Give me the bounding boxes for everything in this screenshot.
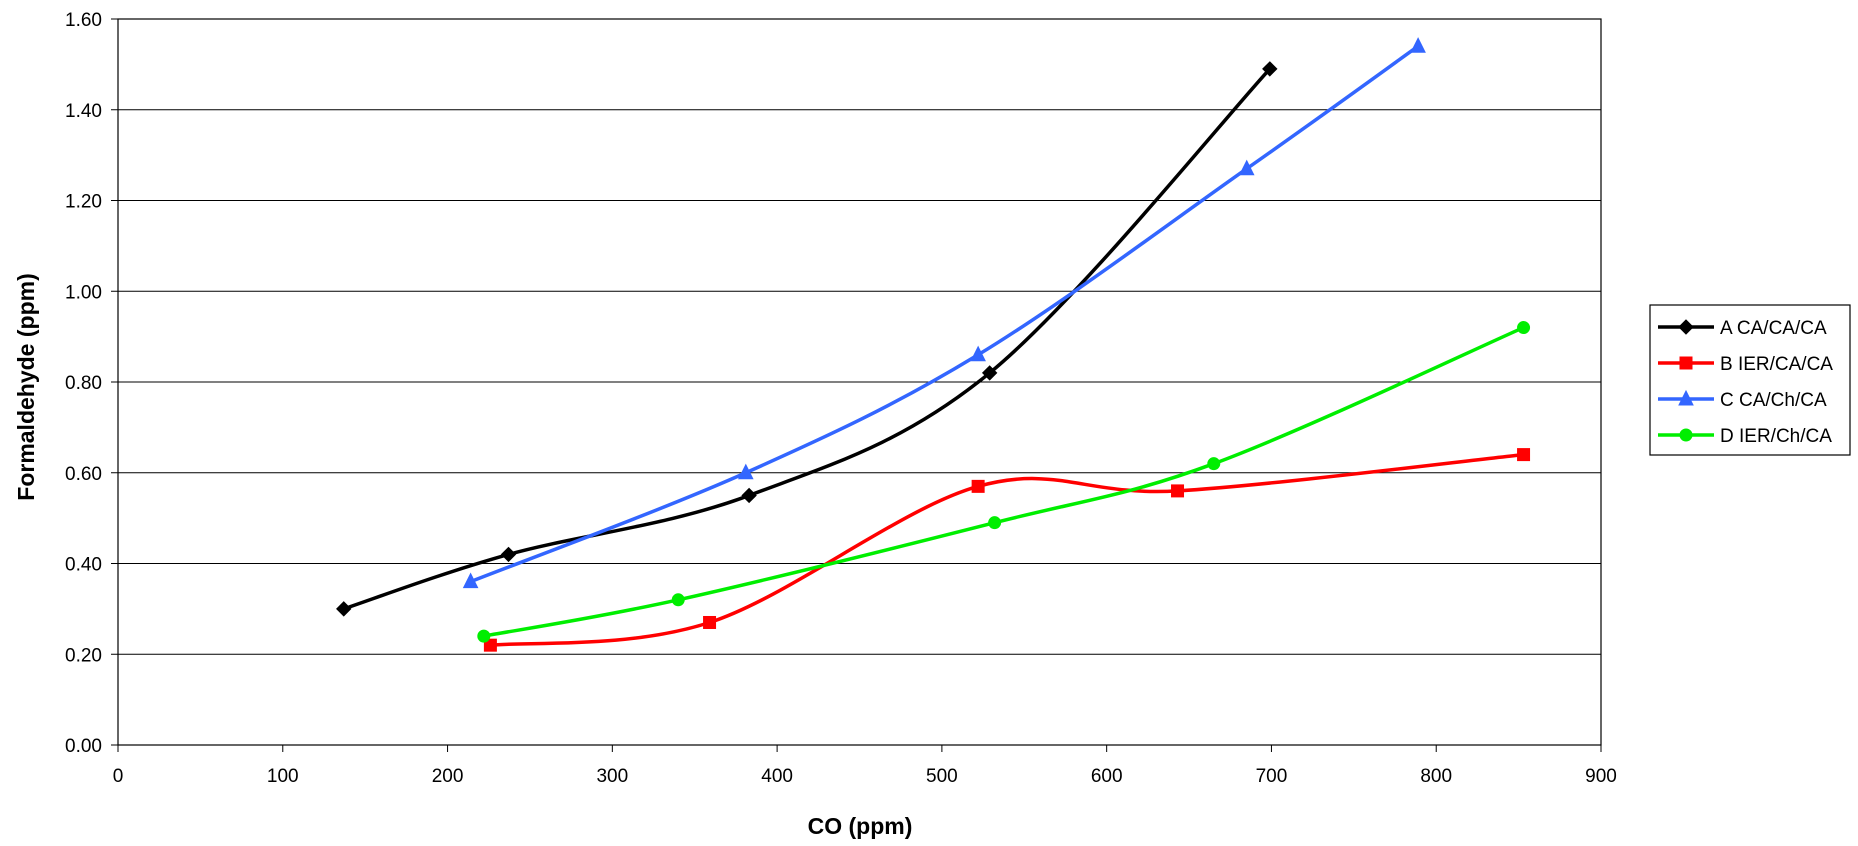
- x-tick-label: 200: [432, 766, 464, 787]
- legend: A CA/CA/CA B IER/CA/CA C CA/Ch/CA D IER/Ch/…: [1649, 304, 1851, 456]
- x-tick-label: 700: [1256, 766, 1288, 787]
- legend-swatch-marker: [1679, 356, 1693, 370]
- data-point-marker: [737, 463, 754, 480]
- x-tick-label: 900: [1585, 766, 1617, 787]
- data-point-marker: [500, 546, 517, 563]
- data-point-marker: [981, 365, 998, 381]
- data-point-marker: [988, 516, 1002, 530]
- y-tick-label: 0.60: [65, 464, 102, 485]
- legend-swatch-marker: [1678, 319, 1694, 335]
- plot-area-frame: [117, 18, 1602, 746]
- y-tick-label: 1.20: [65, 192, 102, 213]
- data-point-marker: [336, 601, 352, 617]
- data-point-marker: [1410, 37, 1426, 53]
- x-tick-label: 600: [1091, 766, 1123, 787]
- series-line-c: [468, 44, 1420, 584]
- data-point-marker: [1207, 457, 1221, 471]
- y-tick-label: 1.60: [65, 10, 102, 31]
- x-tick-label: 0: [113, 766, 124, 787]
- data-point-marker: [477, 629, 491, 643]
- x-axis-title: CO (ppm): [808, 813, 913, 839]
- data-point-marker: [1238, 159, 1255, 176]
- data-point-marker: [741, 487, 757, 504]
- legend-label: B IER/CA/CA: [1720, 354, 1833, 375]
- tick-labels: 0.00 0.20 0.40 0.60 0.80 1.00 1.20 1.40 1.60 0 100…: [65, 10, 1617, 787]
- legend-swatch-marker: [1678, 389, 1694, 406]
- x-tick-label: 400: [761, 766, 793, 787]
- series-markers: [336, 37, 1531, 652]
- y-tick-label: 1.40: [65, 101, 102, 122]
- legend-label: D IER/Ch/CA: [1720, 426, 1832, 447]
- y-tick-label: 0.40: [65, 555, 102, 576]
- y-tick-label: 0.00: [65, 736, 102, 757]
- series-lines: [341, 44, 1526, 647]
- data-point-marker: [483, 638, 497, 652]
- legend-label: A CA/CA/CA: [1720, 318, 1827, 339]
- y-tick-label: 0.80: [65, 373, 102, 394]
- legend-label: C CA/Ch/CA: [1720, 390, 1827, 411]
- legend-swatch-marker: [1679, 428, 1693, 442]
- data-point-marker: [970, 345, 986, 362]
- y-axis-title: Formaldehyde (ppm): [13, 273, 39, 500]
- x-tick-label: 100: [267, 766, 299, 787]
- y-tick-label: 0.20: [65, 645, 102, 666]
- series-line-a: [341, 67, 1272, 611]
- x-tick-label: 800: [1420, 766, 1452, 787]
- x-tick-label: 500: [926, 766, 958, 787]
- data-point-marker: [671, 593, 685, 607]
- data-point-marker: [1171, 484, 1185, 498]
- x-tick-label: 300: [596, 766, 628, 787]
- series-line-b: [488, 452, 1526, 647]
- data-point-marker: [1517, 321, 1531, 335]
- gridlines: [118, 18, 1601, 655]
- data-point-marker: [1517, 448, 1531, 462]
- axes: [111, 18, 1602, 752]
- data-point-marker: [703, 615, 717, 629]
- data-point-marker: [462, 572, 479, 589]
- data-point-marker: [1262, 61, 1278, 77]
- y-tick-label: 1.00: [65, 282, 102, 303]
- data-point-marker: [971, 479, 985, 493]
